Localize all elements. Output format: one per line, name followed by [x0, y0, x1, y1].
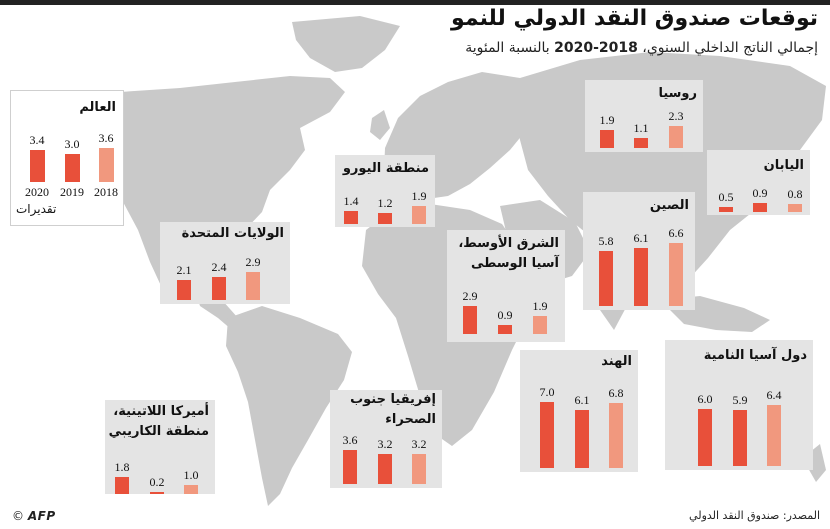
bar-value-label: 2.9	[462, 289, 478, 304]
subtitle-prefix: إجمالي الناتج الداخلي السنوي،	[637, 40, 818, 56]
chart-bar	[212, 277, 226, 300]
chart-bar	[719, 207, 733, 212]
chart-bar	[575, 410, 589, 468]
region-name: دول آسيا النامية	[703, 348, 807, 363]
bar-value-label: 6.1	[574, 393, 590, 408]
chart-bar	[669, 126, 683, 148]
bar-value-label: 6.1	[633, 231, 649, 246]
bar-value-label: 7.0	[539, 384, 555, 399]
chart-bar	[733, 409, 747, 466]
subtitle-suffix: بالنسبة المئوية	[465, 40, 555, 56]
bar-value-label: 0.2	[149, 475, 165, 489]
bar-value-label: 2.9	[245, 255, 261, 270]
chart-bar	[753, 203, 767, 212]
estimates-label: تقديرات	[16, 202, 57, 216]
chart-bar	[767, 405, 781, 466]
bar-value-label: 1.1	[633, 120, 649, 135]
region-name: الهند	[601, 354, 632, 369]
region-name: إفريقيا جنوب الصحراء	[350, 392, 436, 427]
region-name: منطقة اليورو	[342, 161, 429, 176]
chart-bar	[600, 129, 614, 148]
year-tick-label: 2020	[25, 185, 49, 199]
chart-bar	[378, 453, 392, 484]
bar-value-label: 2.4	[211, 260, 227, 275]
chart-bar	[98, 147, 114, 182]
page-subtitle: إجمالي الناتج الداخلي السنوي، 2018-2020 …	[465, 40, 818, 56]
bar-value-label: 3.6	[98, 130, 114, 145]
region-name: روسيا	[658, 86, 697, 101]
bar-value-label: 6.0	[697, 392, 713, 406]
bar-value-label: 1.0	[183, 467, 199, 482]
uk-landmass	[370, 110, 390, 140]
bar-value-label: 0.5	[718, 190, 734, 205]
year-tick-label: 2019	[60, 185, 84, 199]
bar-value-label: 6.4	[766, 388, 782, 403]
bar-value-label: 3.4	[29, 132, 45, 147]
bar-value-label: 3.0	[64, 136, 80, 151]
chart-bar	[29, 149, 45, 182]
chart-bar	[115, 476, 129, 494]
chart-bar	[540, 401, 554, 468]
bar-value-label: 1.8	[114, 459, 130, 474]
bar-value-label: 1.2	[377, 195, 393, 210]
bar-value-label: 3.2	[411, 436, 427, 451]
subtitle-years: 2018-2020	[554, 40, 638, 56]
bar-value-label: 6.6	[668, 226, 684, 241]
bar-value-label: 5.9	[732, 392, 748, 407]
south-america-landmass	[226, 306, 352, 506]
region-name: العالم	[79, 100, 116, 115]
afp-credit: © AFP	[12, 509, 56, 523]
afp-logo: AFP	[27, 509, 56, 523]
region-name: الولايات المتحدة	[181, 226, 284, 241]
chart-bar	[498, 325, 512, 334]
region-name: أميركا اللاتينية، منطقة الكاريبي	[108, 404, 209, 439]
chart-bar	[634, 248, 648, 306]
bar-value-label: 5.8	[598, 233, 614, 248]
bar-value-label: 2.3	[668, 109, 684, 124]
greenland-landmass	[292, 16, 400, 72]
chart-bar	[533, 315, 547, 334]
copyright-symbol: ©	[12, 509, 24, 523]
chart-bar	[412, 205, 426, 224]
page-title: توقعات صندوق النقد الدولي للنمو	[451, 6, 818, 31]
bar-value-label: 0.9	[752, 186, 768, 201]
chart-bar	[184, 484, 198, 494]
chart-bar	[343, 449, 357, 484]
chart-bar	[463, 306, 477, 334]
chart-bar	[599, 250, 613, 306]
chart-bar	[788, 204, 802, 212]
chart-bar	[609, 403, 623, 468]
bar-value-label: 1.9	[411, 188, 427, 203]
year-tick-label: 2018	[94, 185, 118, 199]
bar-value-label: 3.2	[377, 436, 393, 451]
chart-bar	[412, 453, 426, 484]
chart-bar	[344, 210, 358, 224]
bar-value-label: 0.9	[497, 308, 513, 323]
bar-value-label: 6.8	[608, 386, 624, 401]
bar-value-label: 0.8	[787, 187, 803, 202]
chart-bar	[698, 409, 712, 466]
region-name: الصين	[649, 198, 689, 213]
region-name: اليابان	[763, 158, 804, 173]
bar-value-label: 2.1	[176, 263, 192, 278]
chart-bar	[634, 137, 648, 148]
source-note: المصدر: صندوق النقد الدولي	[689, 509, 820, 522]
bar-value-label: 1.4	[343, 193, 359, 208]
bar-value-label: 1.9	[532, 298, 548, 313]
bar-value-label: 1.9	[599, 112, 615, 127]
region-name: الشرق الأوسط، آسيا الوسطى	[458, 236, 559, 271]
chart-bar	[64, 153, 80, 182]
chart-bar	[246, 272, 260, 300]
top-rule	[0, 0, 830, 5]
bar-value-label: 3.6	[342, 432, 358, 447]
chart-bar	[378, 212, 392, 224]
chart-bar	[150, 492, 164, 494]
chart-bar	[177, 280, 191, 300]
chart-bar	[669, 243, 683, 306]
